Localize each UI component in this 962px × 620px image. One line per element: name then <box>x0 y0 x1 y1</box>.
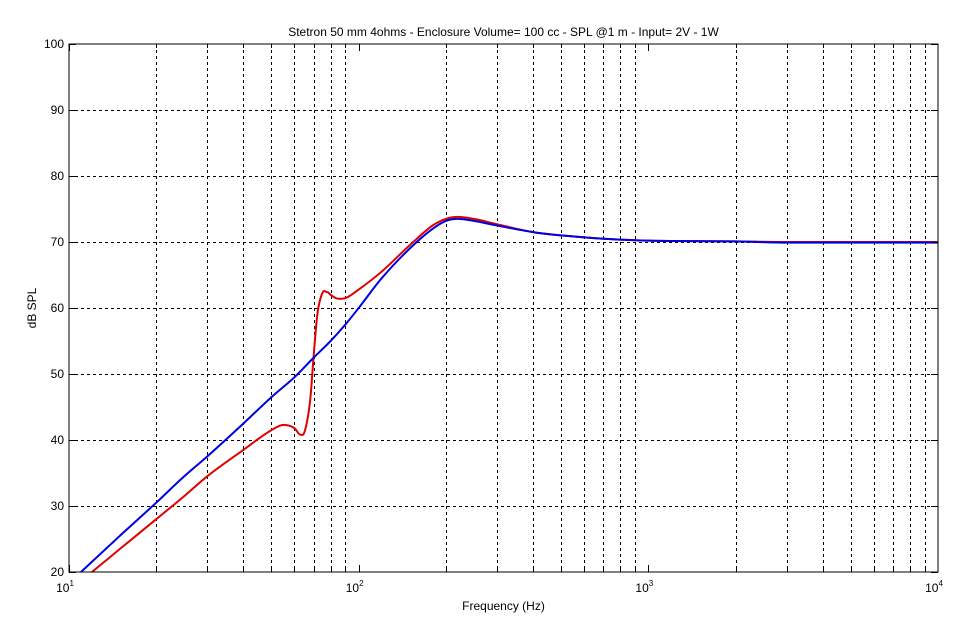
axis-ticks <box>69 44 938 573</box>
x-tick-exponent: 4 <box>938 579 943 588</box>
x-tick-exponent: 2 <box>359 579 364 588</box>
x-tick-base: 10 <box>925 581 939 595</box>
y-tick-label: 50 <box>51 367 65 381</box>
x-tick-label: 102 <box>346 579 364 595</box>
y-tick-label: 70 <box>51 235 65 249</box>
data-series <box>80 215 938 573</box>
chart-title: Stetron 50 mm 4ohms - Enclosure Volume= … <box>288 25 719 39</box>
x-tick-base: 10 <box>635 581 649 595</box>
x-tick-base: 10 <box>56 581 70 595</box>
y-tick-label: 100 <box>44 37 64 51</box>
series-line-2 <box>80 217 938 573</box>
x-tick-base: 10 <box>346 581 360 595</box>
y-tick-label: 30 <box>51 499 65 513</box>
y-tick-label: 60 <box>51 301 65 315</box>
x-tick-labels: 101 102 103 104 <box>56 579 943 595</box>
x-tick-label: 101 <box>56 579 74 595</box>
y-tick-label: 20 <box>51 565 65 579</box>
y-axis-label: dB SPL <box>25 287 39 328</box>
y-tick-label: 80 <box>51 169 65 183</box>
x-tick-label: 103 <box>635 579 653 595</box>
x-tick-exponent: 3 <box>649 579 654 588</box>
grid-lines <box>69 44 938 572</box>
x-axis-label: Frequency (Hz) <box>462 599 545 613</box>
x-tick-label: 104 <box>925 579 943 595</box>
y-tick-labels: 20 30 40 50 60 70 80 90 100 <box>44 37 64 579</box>
x-tick-exponent: 1 <box>69 579 74 588</box>
y-tick-label: 40 <box>51 433 65 447</box>
y-tick-label: 90 <box>51 103 65 117</box>
